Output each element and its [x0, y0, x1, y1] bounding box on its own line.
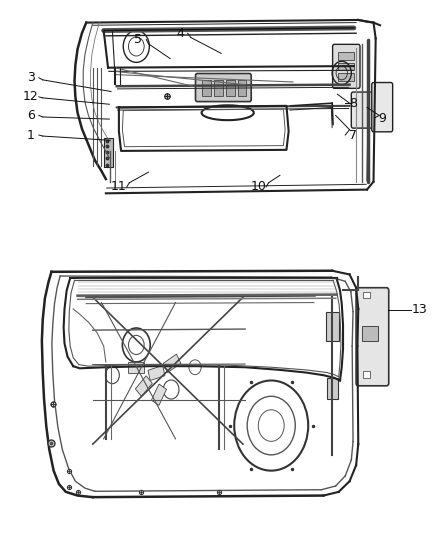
Bar — [338, 52, 354, 60]
Bar — [104, 138, 113, 167]
Text: 4: 4 — [176, 27, 184, 39]
Text: 13: 13 — [411, 303, 427, 317]
Bar — [338, 74, 354, 81]
Bar — [214, 80, 223, 96]
Bar — [327, 378, 338, 399]
Text: 12: 12 — [23, 90, 39, 103]
Bar — [362, 326, 378, 341]
Bar — [128, 362, 144, 373]
Text: 1: 1 — [27, 128, 35, 141]
Bar — [325, 312, 339, 341]
FancyBboxPatch shape — [332, 44, 360, 88]
Bar — [148, 366, 165, 381]
Text: 3: 3 — [27, 71, 35, 84]
FancyBboxPatch shape — [195, 74, 251, 102]
Text: 7: 7 — [349, 128, 357, 141]
Bar — [238, 80, 247, 96]
Text: 6: 6 — [27, 109, 35, 122]
FancyBboxPatch shape — [356, 288, 389, 386]
Bar — [363, 372, 371, 378]
Text: 9: 9 — [378, 111, 386, 125]
Text: 11: 11 — [111, 181, 127, 193]
Bar — [152, 384, 166, 406]
Text: 5: 5 — [134, 33, 142, 46]
Text: 8: 8 — [349, 96, 357, 110]
FancyBboxPatch shape — [372, 83, 392, 132]
Text: 10: 10 — [250, 181, 266, 193]
Bar — [226, 80, 235, 96]
Bar — [338, 63, 354, 70]
Bar — [163, 354, 181, 373]
Bar — [363, 292, 371, 298]
Bar — [202, 80, 211, 96]
Bar — [135, 376, 152, 397]
FancyBboxPatch shape — [351, 92, 376, 128]
